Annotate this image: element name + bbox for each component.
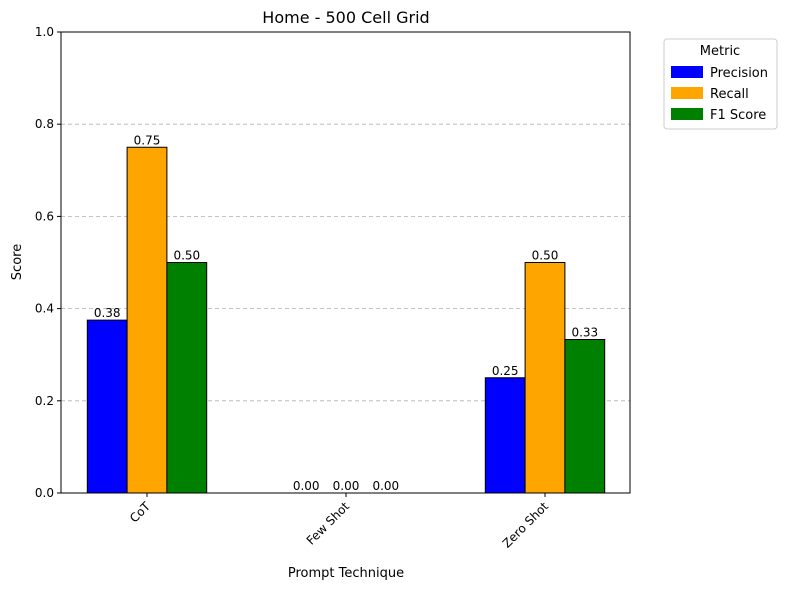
legend: Metric Precision Recall F1 Score [663, 38, 778, 130]
y-tick-label: 0.4 [35, 302, 54, 316]
bar-value-label: 0.50 [532, 249, 559, 263]
y-tick-label: 0.0 [35, 486, 54, 500]
bar-precision [484, 377, 526, 494]
y-tick-label: 0.6 [35, 209, 54, 223]
bar-f1-score [564, 338, 606, 494]
bar-value-label: 0.00 [372, 479, 399, 493]
x-axis: CoT Few Shot Zero Shot [127, 493, 551, 551]
legend-frame [663, 38, 778, 130]
x-axis-label: Prompt Technique [288, 566, 404, 581]
bar-labels: 0.38 0.75 0.50 0.00 0.00 0.00 0.25 0.50 0.33 [94, 133, 598, 493]
bar-value-label: 0.00 [333, 479, 360, 493]
bar-value-label: 0.25 [492, 364, 519, 378]
legend-title: Metric [700, 44, 740, 59]
x-tick-label: CoT [127, 499, 154, 526]
bar-recall [524, 262, 566, 494]
bars [86, 146, 606, 494]
y-tick-label: 0.8 [35, 117, 54, 131]
y-tick-label: 1.0 [35, 25, 54, 39]
chart-title: Home - 500 Cell Grid [262, 8, 429, 27]
legend-label: Recall [710, 87, 749, 102]
y-axis-label: Score [10, 244, 25, 280]
x-tick-label: Few Shot [304, 499, 353, 548]
bar-value-label: 0.00 [293, 479, 320, 493]
legend-swatch-precision [671, 66, 703, 78]
legend-label: F1 Score [710, 108, 766, 123]
y-axis: 0.0 0.2 0.4 0.6 0.8 1.0 [35, 25, 61, 500]
bar-value-label: 0.75 [134, 133, 161, 147]
bar-f1-score [166, 262, 208, 494]
legend-swatch-f1-score [671, 108, 703, 120]
x-tick-label: Zero Shot [500, 499, 552, 551]
bar-value-label: 0.50 [173, 249, 200, 263]
bar-recall [126, 146, 168, 494]
legend-label: Precision [710, 66, 768, 81]
bar-precision [86, 319, 128, 494]
y-tick-label: 0.2 [35, 394, 54, 408]
bar-value-label: 0.38 [94, 306, 121, 320]
legend-swatch-recall [671, 87, 703, 99]
bar-value-label: 0.33 [571, 325, 598, 339]
